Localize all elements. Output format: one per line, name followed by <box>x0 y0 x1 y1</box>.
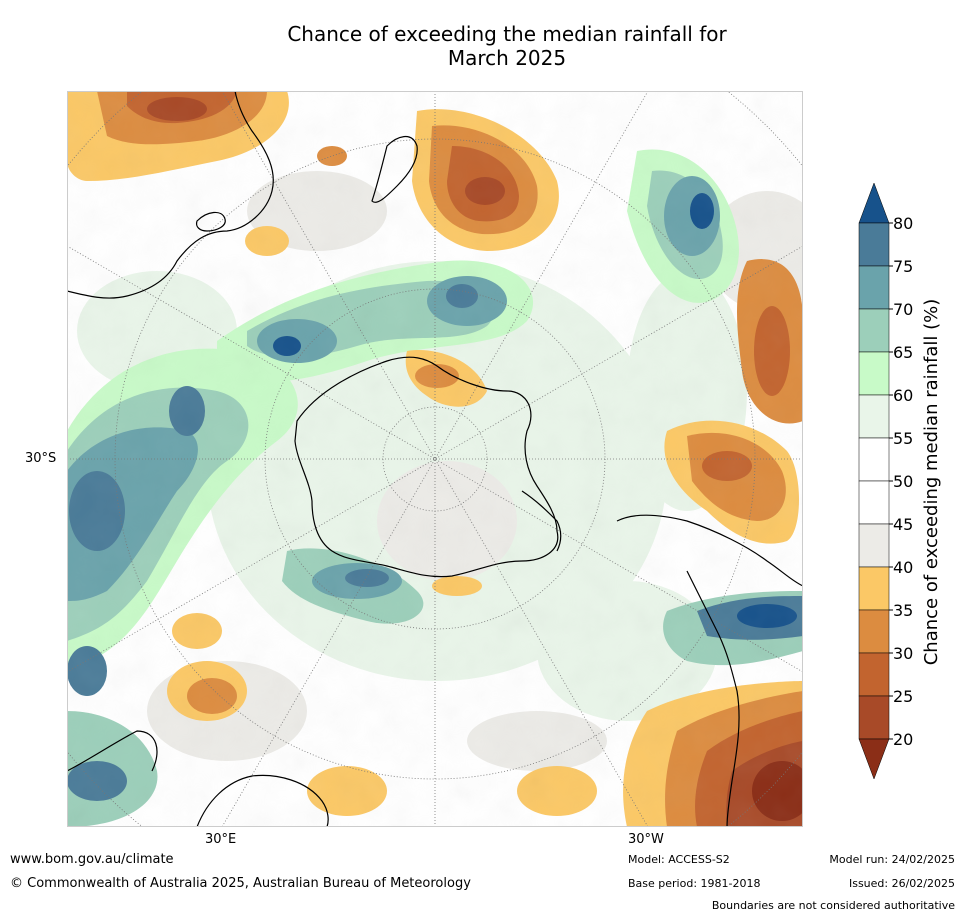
colorbar-tick-label: 65 <box>893 343 913 362</box>
colorbar-swatch <box>858 523 890 568</box>
colorbar-extend-upper <box>858 182 890 224</box>
lon-label-30w: 30°W <box>628 832 664 847</box>
south-america-coastline <box>616 514 803 827</box>
colorbar-swatch <box>858 609 890 654</box>
rainfall-map <box>67 91 803 827</box>
colorbar-tick-label: 45 <box>893 515 913 534</box>
footer-model: Model: ACCESS-S2 <box>628 853 730 866</box>
coastlines <box>67 91 803 827</box>
colorbar-swatch <box>858 566 890 611</box>
colorbar-tick-label: 60 <box>893 386 913 405</box>
tasmania-coastline <box>195 211 226 232</box>
footer-disclaimer: Boundaries are not considered authoritat… <box>711 899 955 912</box>
colorbar-swatch <box>858 222 890 267</box>
map-title: Chance of exceeding the median rainfall … <box>207 22 807 70</box>
colorbar-label: Chance of exceeding median rainfall (%) <box>921 299 942 666</box>
colorbar-swatch <box>858 265 890 310</box>
colorbar-tick-label: 40 <box>893 558 913 577</box>
graticule <box>67 91 803 827</box>
colorbar-tick-label: 35 <box>893 601 913 620</box>
antarctica-coastline <box>294 356 559 578</box>
colorbar-swatch <box>858 308 890 353</box>
colorbar-swatch <box>858 695 890 740</box>
colorbar-swatch <box>858 351 890 396</box>
footer-copyright: © Commonwealth of Australia 2025, Austra… <box>10 876 471 891</box>
colorbar-swatches <box>858 182 890 780</box>
colorbar-swatch <box>858 652 890 697</box>
colorbar-extend-lower <box>858 738 890 780</box>
australia-coastline <box>67 91 274 299</box>
colorbar-ticks: 80 75 70 65 60 55 50 45 40 35 30 25 20 <box>889 214 913 749</box>
colorbar-tick-label: 75 <box>893 257 913 276</box>
antarctic-peninsula-coastline <box>521 490 562 552</box>
colorbar-swatch <box>858 394 890 439</box>
footer-issued: Issued: 26/02/2025 <box>848 877 955 890</box>
lat-label-30s: 30°S <box>25 451 57 466</box>
colorbar-tick-label: 50 <box>893 472 913 491</box>
lon-label-30e: 30°E <box>205 832 237 847</box>
southern-africa-coastline <box>67 730 329 827</box>
footer-model-run: Model run: 24/02/2025 <box>829 853 955 866</box>
colorbar-tick-label: 30 <box>893 644 913 663</box>
footer-url: www.bom.gov.au/climate <box>10 852 174 867</box>
colorbar: 80 75 70 65 60 55 50 45 40 35 30 25 20 Chance of exc… <box>858 182 942 780</box>
colorbar-swatch <box>858 480 890 525</box>
footer-base-period: Base period: 1981-2018 <box>628 877 761 890</box>
new-zealand-coastline <box>371 136 418 203</box>
title-line-1: Chance of exceeding the median rainfall … <box>287 22 727 46</box>
colorbar-tick-label: 55 <box>893 429 913 448</box>
colorbar-tick-label: 20 <box>893 730 913 749</box>
title-line-2: March 2025 <box>447 46 567 70</box>
colorbar-tick-label: 25 <box>893 687 913 706</box>
colorbar-swatch <box>858 437 890 482</box>
colorbar-tick-label: 80 <box>893 214 913 233</box>
colorbar-tick-label: 70 <box>893 300 913 319</box>
